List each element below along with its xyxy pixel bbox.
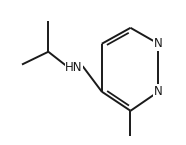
Text: HN: HN xyxy=(65,61,83,74)
Text: N: N xyxy=(154,85,163,98)
Text: N: N xyxy=(154,37,163,50)
